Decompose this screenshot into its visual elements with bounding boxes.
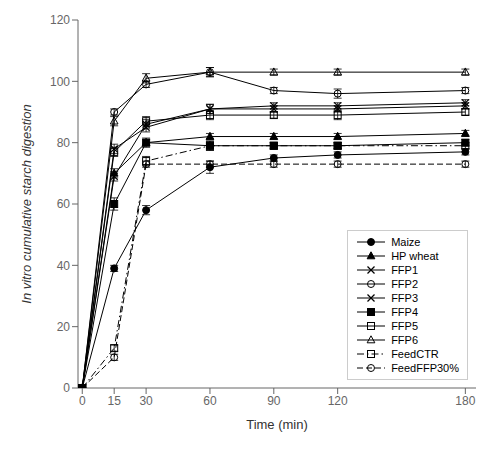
- svg-text:30: 30: [139, 394, 153, 408]
- svg-text:0: 0: [79, 394, 86, 408]
- svg-text:80: 80: [57, 136, 71, 150]
- html-text:Maize: Maize: [391, 236, 421, 248]
- svg-text:120: 120: [328, 394, 348, 408]
- html-text:FFP3: FFP3: [391, 292, 418, 304]
- svg-text:60: 60: [57, 197, 71, 211]
- html-text:FFP6: FFP6: [391, 334, 418, 346]
- svg-text:20: 20: [57, 320, 71, 334]
- html-text:FFP2: FFP2: [391, 278, 418, 290]
- svg-text:120: 120: [50, 13, 70, 27]
- svg-text:15: 15: [108, 394, 122, 408]
- html-text:HP wheat: HP wheat: [391, 250, 439, 262]
- html-text:FeedFFP30%: FeedFFP30%: [391, 362, 459, 374]
- svg-text:0: 0: [63, 381, 70, 395]
- svg-text:180: 180: [455, 394, 475, 408]
- html-text:FFP4: FFP4: [391, 306, 418, 318]
- svg-text:100: 100: [50, 75, 70, 89]
- html-text:FFP1: FFP1: [391, 264, 418, 276]
- svg-text:40: 40: [57, 259, 71, 273]
- svg-text:Time (min): Time (min): [246, 417, 308, 432]
- svg-text:90: 90: [267, 394, 281, 408]
- html-text:FFP5: FFP5: [391, 320, 418, 332]
- svg-text:60: 60: [203, 394, 217, 408]
- svg-text:In vitro cumulative starch dig: In vitro cumulative starch digestion: [19, 104, 34, 303]
- html-text:FeedCTR: FeedCTR: [391, 348, 439, 360]
